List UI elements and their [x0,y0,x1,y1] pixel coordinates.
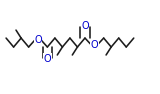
Text: O: O [34,35,42,45]
Text: O: O [44,54,51,64]
Text: O: O [81,21,89,31]
Text: O: O [91,40,98,50]
